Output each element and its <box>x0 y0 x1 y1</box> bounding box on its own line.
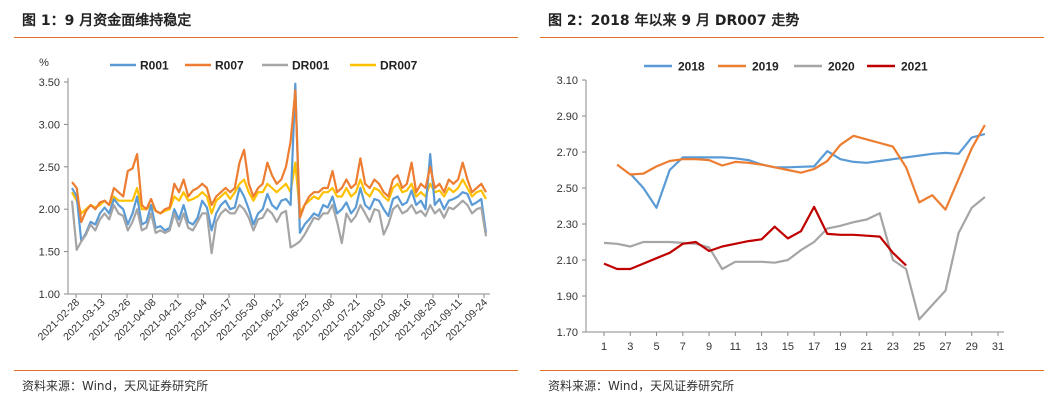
series-line-r001 <box>71 82 488 243</box>
chart-panel-right: 图 2：2018 年以来 9 月 DR007 走势 1.70 1.90 2.10 2.… <box>526 0 1048 404</box>
y-tick-label: 2.30 <box>557 219 578 231</box>
y-tick-label: 3.10 <box>557 75 578 87</box>
x-tick-label: 13 <box>755 341 767 353</box>
x-tick-label: 29 <box>966 341 978 353</box>
legend-label-r007: R007 <box>215 59 244 73</box>
x-tick-label: 17 <box>808 341 820 353</box>
money-market-rates-chart: %1.001.502.002.503.003.502021-02-282021-… <box>36 57 491 343</box>
title-divider-right <box>540 37 1044 38</box>
y-tick-label: 2.10 <box>557 255 578 267</box>
x-tick-label: 7 <box>680 341 686 353</box>
y-tick-label: 2.70 <box>557 147 578 159</box>
x-tick-label: 11 <box>730 341 741 353</box>
source-note-left: 资料来源：Wind，天风证券研究所 <box>22 379 209 393</box>
series-line-2018 <box>629 132 986 209</box>
x-tick-label: 27 <box>939 341 951 353</box>
x-tick-label: 21 <box>861 341 873 353</box>
chart-title-left: 图 1：9 月资金面维持稳定 <box>22 13 192 29</box>
series-line-2019 <box>616 124 986 211</box>
source-divider-left <box>14 370 518 371</box>
x-tick-label: 31 <box>992 341 1004 353</box>
x-tick-label: 23 <box>887 341 899 353</box>
y-tick-label: 1.70 <box>557 327 578 339</box>
y-tick-label: 2.50 <box>557 183 578 195</box>
y-tick-label: 1.50 <box>39 247 60 259</box>
legend-label-2018: 2018 <box>678 60 705 74</box>
chart-title-right: 图 2：2018 年以来 9 月 DR007 走势 <box>548 13 800 29</box>
y-tick-label: 1.00 <box>39 289 60 301</box>
legend-label-2019: 2019 <box>752 60 779 74</box>
y-tick-label: 2.50 <box>39 162 60 174</box>
series-line-r007 <box>71 89 487 223</box>
y-axis-unit-label: % <box>39 57 49 69</box>
x-tick-label: 1 <box>601 341 607 353</box>
dr007-september-chart: 1.701.902.102.302.502.702.903.101 3 5 7 9 11 1… <box>557 60 1005 354</box>
x-tick-label: 25 <box>913 341 925 353</box>
series-line-2020 <box>603 196 986 321</box>
y-tick-label: 3.00 <box>39 119 60 131</box>
x-tick-label: 9 <box>706 341 712 353</box>
y-tick-label: 3.50 <box>39 77 60 89</box>
series-line-dr001 <box>70 199 488 255</box>
source-note-right: 资料来源：Wind，天风证券研究所 <box>548 379 735 393</box>
legend-label-2021: 2021 <box>901 60 928 74</box>
series-line-2021 <box>603 205 907 271</box>
y-tick-label: 2.00 <box>39 204 60 216</box>
x-tick-label: 3 <box>627 341 633 353</box>
legend-label-2020: 2020 <box>828 60 855 74</box>
y-tick-label: 1.90 <box>557 291 578 303</box>
legend-label-r001: R001 <box>140 59 169 73</box>
legend-label-dr001: DR001 <box>292 59 330 73</box>
x-tick-label: 15 <box>782 341 794 353</box>
title-divider-left <box>14 37 518 38</box>
legend-label-dr007: DR007 <box>380 59 418 73</box>
x-tick-label: 5 <box>653 341 659 353</box>
x-tick-label: 19 <box>834 341 846 353</box>
chart-panel-left: 图 1：9 月资金面维持稳定 % 1.00 1.50 2.00 2.50 3.00 3.50… <box>0 0 522 404</box>
source-divider-right <box>540 370 1044 371</box>
y-tick-label: 2.90 <box>557 111 578 123</box>
